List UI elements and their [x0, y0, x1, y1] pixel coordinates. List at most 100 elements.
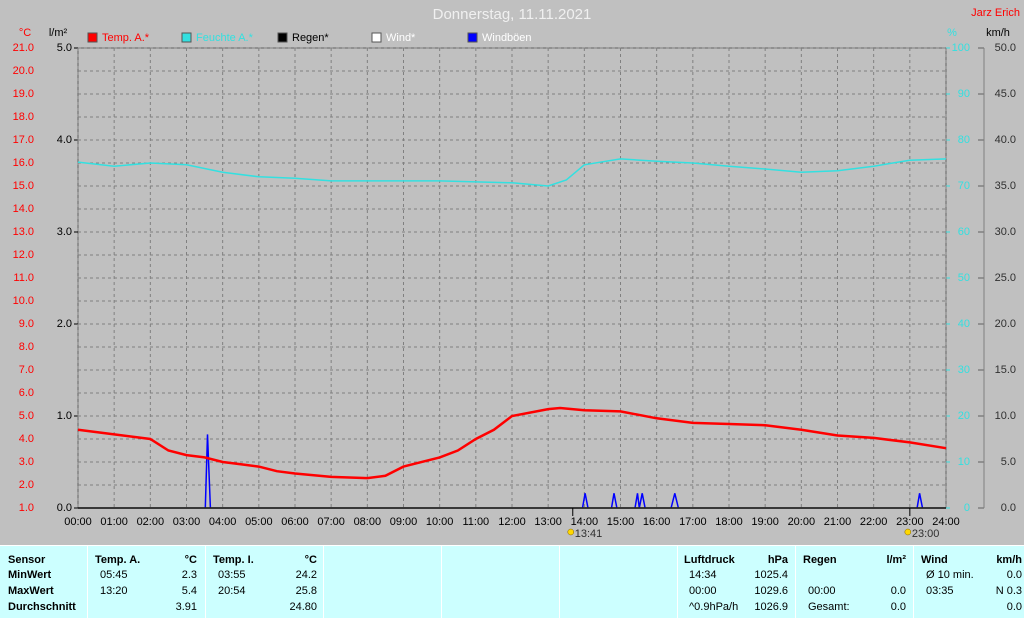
rain-tick-label: 5.0	[57, 42, 72, 54]
legend-label: Regen*	[292, 32, 329, 44]
x-tick-label: 15:00	[607, 516, 635, 528]
table-cell: 05:45	[100, 569, 128, 581]
temp-tick-label: 13.0	[13, 226, 34, 238]
humidity-unit: %	[947, 27, 957, 39]
x-tick-label: 18:00	[715, 516, 743, 528]
table-cell: 00:00	[689, 585, 717, 597]
temp-tick-label: 17.0	[13, 134, 34, 146]
table-header: Regen	[803, 554, 837, 566]
annotation-label: 13:41	[575, 528, 603, 540]
humidity-tick-label: 10	[958, 456, 970, 468]
temp-tick-label: 10.0	[13, 295, 34, 307]
x-tick-label: 11:00	[462, 516, 489, 528]
legend-swatch	[181, 32, 192, 43]
rain-tick-label: 3.0	[57, 226, 72, 238]
x-tick-label: 12:00	[498, 516, 526, 528]
table-header: Temp. I.	[213, 554, 254, 566]
wind-tick-label: 20.0	[995, 318, 1016, 330]
humidity-tick-label: 40	[958, 318, 970, 330]
x-tick-label: 10:00	[426, 516, 454, 528]
wind-tick-label: 40.0	[995, 134, 1016, 146]
x-tick-label: 23:00	[896, 516, 924, 528]
legend-label: Windböen	[482, 32, 532, 44]
temp-tick-label: 18.0	[13, 111, 34, 123]
temp-tick-label: 5.0	[19, 410, 34, 422]
table-cell: 1026.9	[754, 601, 788, 613]
table-cell: 03:35	[926, 585, 954, 597]
x-tick-label: 24:00	[932, 516, 960, 528]
table-cell: 13:20	[100, 585, 128, 597]
table-cell: N 0.3	[996, 585, 1022, 597]
table-header-unit: °C	[185, 554, 197, 566]
legend-swatch	[371, 32, 382, 43]
table-cell: 14:34	[689, 569, 717, 581]
table-header-unit: hPa	[768, 554, 789, 566]
rain-tick-label: 1.0	[57, 410, 72, 422]
wind-tick-label: 45.0	[995, 88, 1016, 100]
temp-tick-label: 15.0	[13, 180, 34, 192]
x-tick-label: 04:00	[209, 516, 237, 528]
table-cell: Gesamt:	[808, 601, 850, 613]
x-tick-label: 08:00	[354, 516, 382, 528]
x-tick-label: 17:00	[679, 516, 707, 528]
humidity-tick-label: 80	[958, 134, 970, 146]
temp-tick-label: 4.0	[19, 433, 34, 445]
temp-tick-label: 21.0	[13, 42, 34, 54]
table-header: Luftdruck	[684, 554, 736, 566]
wind-tick-label: 35.0	[995, 180, 1016, 192]
legend-swatch	[87, 32, 98, 43]
x-tick-label: 03:00	[173, 516, 201, 528]
temp-tick-label: 14.0	[13, 203, 34, 215]
x-tick-label: 02:00	[137, 516, 165, 528]
series-line	[77, 406, 947, 480]
rain-tick-label: 2.0	[57, 318, 72, 330]
humidity-tick-label: 60	[958, 226, 970, 238]
x-tick-label: 16:00	[643, 516, 671, 528]
wind-tick-label: 5.0	[1001, 456, 1016, 468]
author: Jarz Erich	[971, 7, 1020, 19]
table-background	[0, 545, 1024, 618]
table-cell: 0.0	[891, 601, 906, 613]
table-cell: 24.80	[289, 601, 317, 613]
wind-tick-label: 25.0	[995, 272, 1016, 284]
x-tick-label: 13:00	[534, 516, 562, 528]
temp-tick-label: 19.0	[13, 88, 34, 100]
table-cell: 00:00	[808, 585, 836, 597]
table-cell: 1025.4	[754, 569, 788, 581]
table-header: Sensor	[8, 554, 46, 566]
table-cell: 0.0	[1007, 601, 1022, 613]
table-row-label: MaxWert	[8, 585, 54, 597]
table-cell: 5.4	[182, 585, 197, 597]
temp-tick-label: 2.0	[19, 479, 34, 491]
legend-swatch	[467, 32, 478, 43]
x-tick-label: 05:00	[245, 516, 273, 528]
table-cell: 0.0	[891, 585, 906, 597]
series-line	[77, 158, 947, 187]
table-row-label: MinWert	[8, 569, 52, 581]
legend-label: Feuchte A.*	[196, 32, 254, 44]
table-cell: 2.3	[182, 569, 197, 581]
wind-tick-label: 50.0	[995, 42, 1016, 54]
x-tick-label: 09:00	[390, 516, 418, 528]
humidity-tick-label: 30	[958, 364, 970, 376]
temp-tick-label: 9.0	[19, 318, 34, 330]
temp-tick-label: 1.0	[19, 502, 34, 514]
humidity-tick-label: 100	[952, 42, 970, 54]
table-cell: 0.0	[1007, 569, 1022, 581]
table-cell: 25.8	[296, 585, 317, 597]
x-tick-label: 00:00	[64, 516, 92, 528]
table-cell: 03:55	[218, 569, 246, 581]
table-cell: 24.2	[296, 569, 317, 581]
x-tick-label: 21:00	[824, 516, 852, 528]
table-cell: 1029.6	[754, 585, 788, 597]
rain-tick-label: 4.0	[57, 134, 72, 146]
x-tick-label: 06:00	[281, 516, 309, 528]
legend-swatch	[277, 32, 288, 43]
temp-tick-label: 16.0	[13, 157, 34, 169]
table-header: Temp. A.	[95, 554, 140, 566]
rain-unit: l/m²	[49, 27, 68, 39]
sun-icon	[567, 528, 575, 536]
x-tick-label: 19:00	[751, 516, 779, 528]
table-header-unit: km/h	[996, 554, 1022, 566]
